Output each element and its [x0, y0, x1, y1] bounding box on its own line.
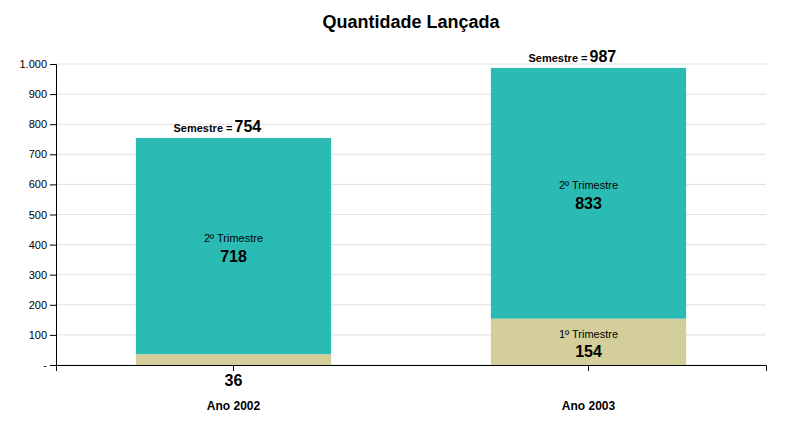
data-label: 154 [575, 343, 602, 360]
bars [136, 68, 686, 365]
tick: Ano 2003 [562, 365, 616, 413]
axis-line [57, 366, 767, 372]
tick: 600 [29, 178, 56, 190]
y-axis: - 100 200 300 400 500 600 700 800 900 1.000 [19, 58, 56, 371]
data-label: 36 [225, 372, 243, 389]
tick: 100 [29, 329, 56, 341]
tick-label: Ano 2002 [207, 399, 261, 413]
tick-label: 900 [29, 88, 47, 100]
tick: 500 [29, 209, 56, 221]
tick-label: Ano 2003 [562, 399, 616, 413]
x-axis: Ano 2002 Ano 2003 [57, 365, 767, 413]
segment-name: 2º Trimestre [559, 179, 618, 191]
tick-label: 800 [29, 118, 47, 130]
total-label: Semestre = [528, 52, 587, 64]
tick-mark [50, 64, 56, 65]
segment-name: 1º Trimestre [559, 328, 618, 340]
data-label: 718 [220, 248, 247, 265]
series [136, 68, 686, 354]
data-label: 833 [575, 195, 602, 212]
total-value: 987 [590, 48, 617, 65]
chart: Quantidade Lançada - 100 200 300 400 500 600 700… [0, 0, 796, 423]
tick-mark [50, 335, 56, 336]
labels: 36 1º Trimestre 154 2º Trimestre 718 2º Trime… [173, 48, 618, 389]
tick-label: 200 [29, 299, 47, 311]
tick-mark [50, 305, 56, 306]
grid [56, 64, 766, 365]
tick: - [43, 359, 56, 371]
tick: 400 [29, 239, 56, 251]
tick-mark [50, 184, 56, 185]
total-value: 754 [235, 118, 262, 135]
tick: 1.000 [19, 58, 56, 70]
tick-mark [50, 245, 56, 246]
tick: Ano 2002 [207, 365, 261, 413]
axis-line [50, 65, 57, 366]
segment-name: 2º Trimestre [204, 232, 263, 244]
tick: 300 [29, 269, 56, 281]
title: Quantidade Lançada [322, 12, 500, 32]
tick-mark [50, 365, 56, 366]
tick-mark [233, 365, 234, 371]
tick-label: 1.000 [19, 58, 47, 70]
total-label: Semestre = [173, 122, 232, 134]
tick: 700 [29, 148, 56, 160]
tick: 800 [29, 118, 56, 130]
tick: 200 [29, 299, 56, 311]
tick-label: 700 [29, 148, 47, 160]
tick-label: 500 [29, 209, 47, 221]
tick-mark [50, 275, 56, 276]
tick-mark [50, 154, 56, 155]
bar [491, 319, 686, 365]
tick-label: 300 [29, 269, 47, 281]
bar [136, 354, 331, 365]
tick-label: 600 [29, 178, 47, 190]
tick-mark [50, 124, 56, 125]
tick: 900 [29, 88, 56, 100]
bar [491, 68, 686, 319]
tick-label: - [43, 359, 47, 371]
tick-label: 400 [29, 239, 47, 251]
tick-mark [50, 215, 56, 216]
tick-mark [50, 94, 56, 95]
tick-mark [588, 365, 589, 371]
tick-label: 100 [29, 329, 47, 341]
grid-line [56, 64, 766, 65]
bar [136, 138, 331, 354]
